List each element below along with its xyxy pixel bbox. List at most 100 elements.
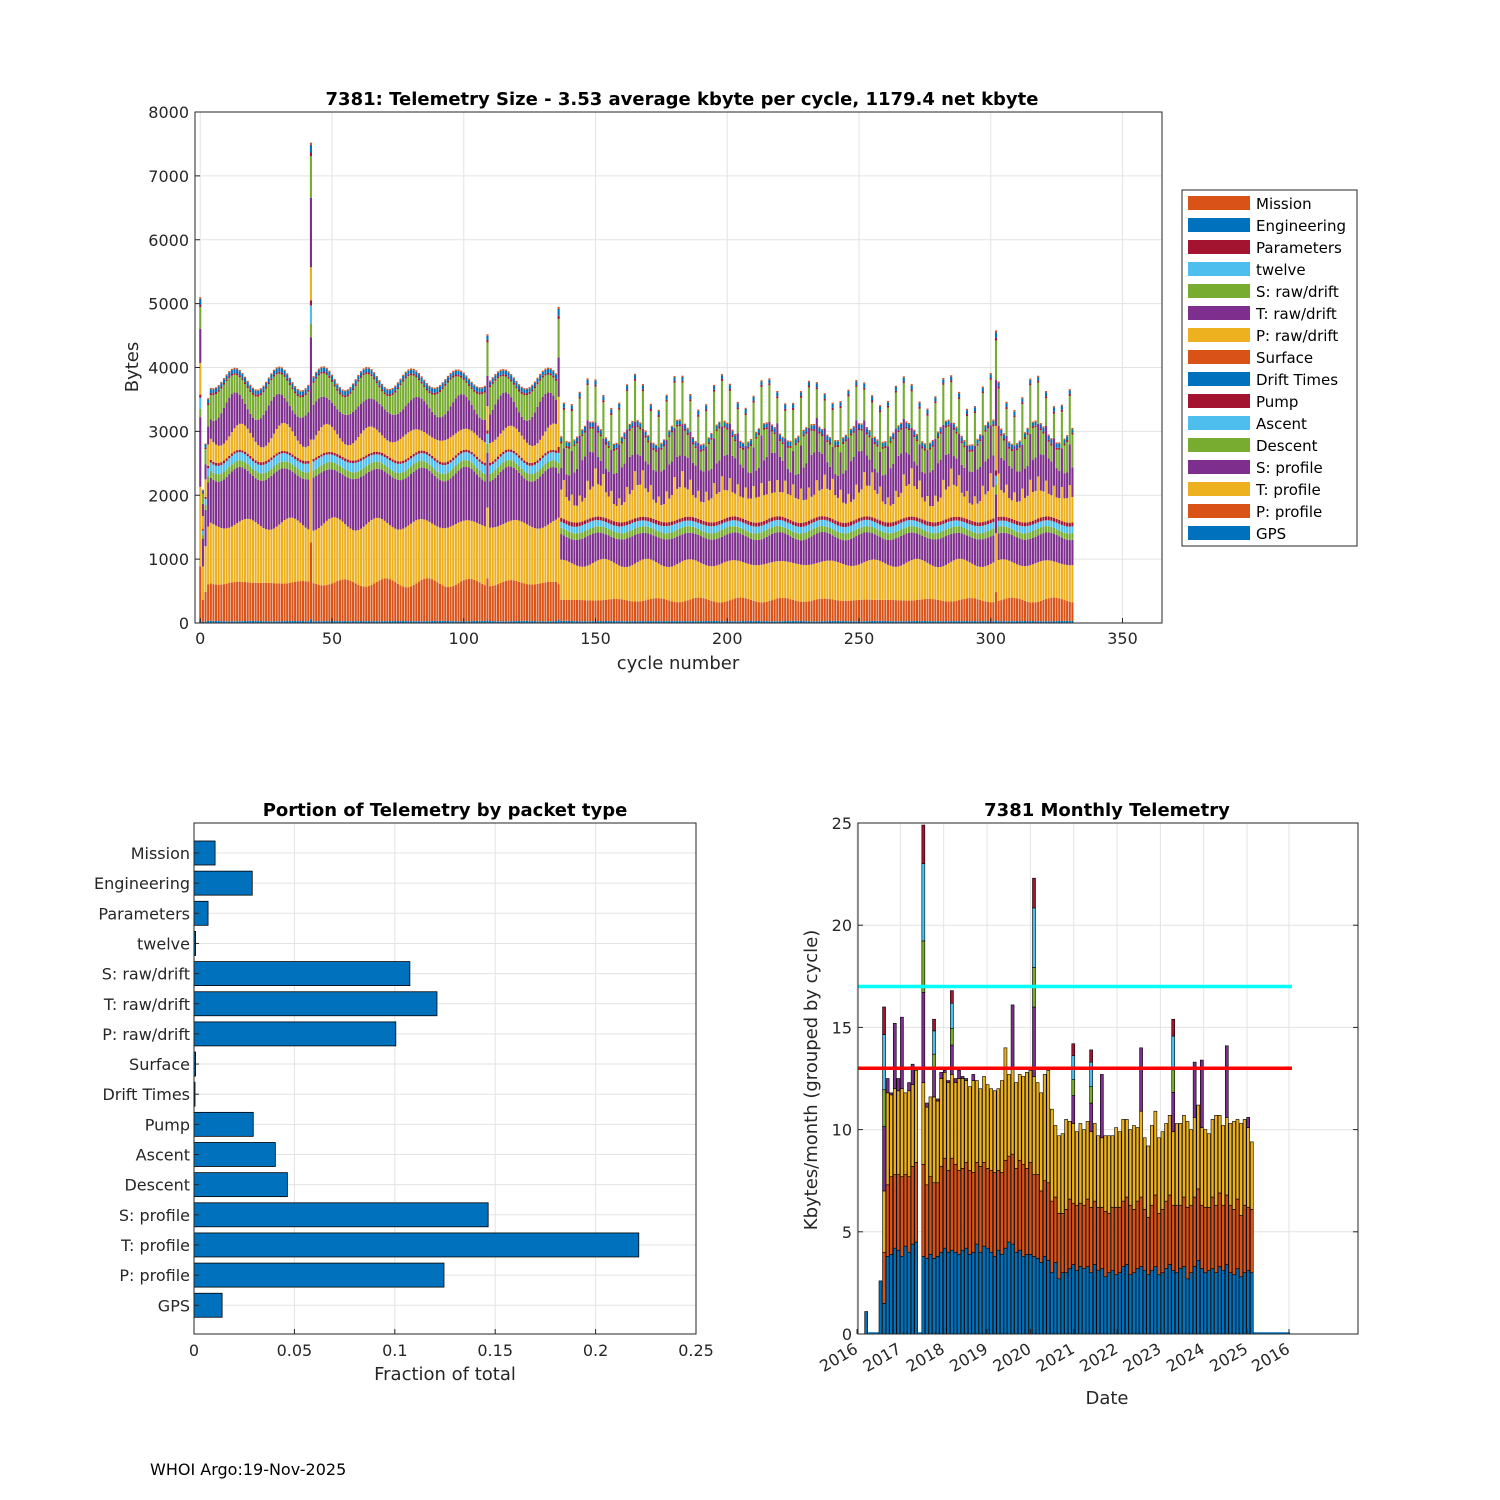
bar-segment — [562, 448, 565, 481]
bar-segment — [757, 467, 760, 497]
bar-segment — [1063, 600, 1066, 621]
bar-segment — [965, 410, 969, 415]
bar-segment — [731, 599, 734, 622]
bar-segment — [352, 582, 355, 622]
bar-segment — [879, 620, 882, 623]
bar-segment — [620, 436, 623, 438]
bar-segment — [994, 330, 998, 333]
bar-segment — [828, 490, 832, 518]
bar-segment — [1026, 495, 1029, 523]
bar-segment — [560, 599, 563, 621]
bar-segment — [473, 620, 476, 623]
bar-segment — [636, 601, 639, 622]
bar-segment — [847, 394, 850, 397]
bar-segment — [929, 564, 932, 599]
bar-segment — [971, 449, 974, 452]
bar-segment — [217, 445, 220, 464]
bar-segment — [199, 394, 202, 398]
bar-segment — [934, 539, 937, 567]
bar-segment — [446, 461, 450, 465]
bar-segment — [886, 599, 890, 622]
bar-segment — [673, 601, 676, 622]
cycle-bar — [599, 429, 602, 623]
bar-segment — [612, 448, 615, 451]
bar-segment — [668, 464, 671, 499]
bar-segment — [375, 468, 378, 518]
bar-segment — [902, 600, 905, 622]
bar-segment — [583, 427, 587, 431]
bars — [199, 142, 1074, 623]
bar-segment — [352, 621, 355, 623]
bar-segment — [402, 409, 405, 437]
bar-segment — [794, 445, 797, 475]
bar-segment — [797, 442, 800, 474]
bar-segment — [889, 599, 892, 622]
bar-segment — [565, 620, 568, 623]
bar-segment — [494, 404, 497, 440]
bar-segment — [1068, 522, 1071, 527]
bar-segment — [512, 461, 515, 468]
bar-segment — [797, 435, 800, 437]
bar-segment — [736, 401, 739, 404]
bar-segment — [736, 516, 739, 521]
bar-segment — [720, 563, 724, 603]
bar-segment — [583, 520, 587, 525]
bar-segment — [684, 425, 687, 429]
bar-segment — [489, 481, 492, 528]
bar-segment — [903, 1092, 908, 1175]
bar-segment — [797, 533, 800, 540]
bar-segment — [338, 411, 341, 439]
bar-segment — [581, 430, 584, 435]
cycle-bar — [315, 371, 318, 623]
bar-segment — [220, 621, 223, 623]
bar-segment — [394, 528, 397, 583]
bar-segment — [765, 621, 768, 623]
bar-segment — [467, 460, 471, 468]
cycle-bar — [773, 427, 776, 623]
bar-segment — [792, 407, 795, 410]
bar-segment — [633, 380, 637, 422]
bar-segment — [554, 399, 558, 424]
bar-segment — [852, 431, 855, 433]
bar-segment — [462, 394, 465, 429]
bar-segment — [449, 372, 452, 375]
bar-segment — [673, 537, 676, 566]
bar-segment — [378, 385, 381, 388]
bar-segment — [828, 444, 832, 467]
bar-segment — [581, 521, 584, 526]
bar-segment — [768, 422, 771, 482]
bar-segment — [923, 524, 926, 531]
bar-segment — [897, 530, 900, 538]
bar-segment — [212, 480, 215, 525]
bar-segment — [894, 566, 897, 601]
bar-segment — [370, 374, 373, 377]
bar-segment — [639, 422, 642, 424]
bar-segment — [1018, 441, 1021, 446]
bar-segment — [549, 621, 552, 623]
bar-segment — [694, 621, 697, 623]
bar-segment — [763, 538, 766, 565]
bar-segment — [578, 566, 581, 601]
cycle-bar — [362, 368, 365, 623]
cycle-bar — [626, 384, 629, 623]
cycle-bar — [707, 437, 710, 623]
bar-segment — [262, 528, 265, 583]
bar-segment — [394, 441, 397, 461]
bar-segment — [718, 621, 721, 623]
bar-segment — [396, 413, 399, 441]
bar-segment — [786, 620, 789, 623]
bar-segment — [286, 461, 289, 469]
bar-segment — [657, 411, 660, 416]
bar-segment — [889, 468, 892, 506]
bar-segment — [786, 529, 789, 535]
bar-segment — [262, 414, 265, 448]
cycle-bar — [1018, 440, 1021, 623]
bar-segment — [984, 538, 987, 567]
bar-segment — [960, 441, 963, 444]
bar-segment — [1026, 427, 1029, 430]
bar-segment — [984, 424, 987, 427]
bar-segment — [272, 369, 276, 371]
bar — [193, 1021, 397, 1047]
cycle-bar — [997, 381, 1000, 623]
